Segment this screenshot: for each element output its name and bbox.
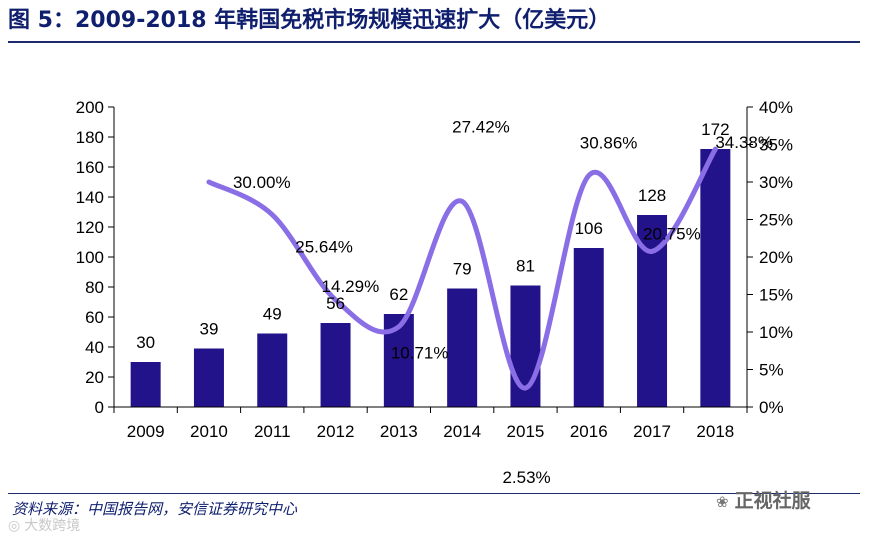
axis-x-tick-label: 2009: [127, 422, 165, 441]
axis-left-tick-label: 200: [76, 98, 104, 117]
bar-2010: [193, 348, 224, 407]
axis-left-tick-label: 80: [85, 278, 104, 297]
axis-x-tick-label: 2010: [190, 422, 228, 441]
bar-label-2014: 79: [453, 260, 472, 279]
watermark-left: ◎ 大数跨境: [8, 515, 80, 535]
axis-right-tick-label: 30%: [759, 173, 793, 192]
source-divider: [8, 493, 860, 494]
growth-label-2012: 14.29%: [322, 277, 380, 296]
growth-rate-line: [206, 146, 718, 391]
axis-right: 0% 5% 10% 15% 20% 25% 30% 35% 40%: [746, 98, 793, 417]
bar-2016: [573, 248, 604, 407]
growth-label-2018: 34.38%: [715, 133, 773, 152]
axis-x-tick-label: 2016: [570, 422, 608, 441]
growth-point-2011: [271, 214, 273, 216]
bar-label-2012: 56: [326, 294, 345, 313]
growth-point-2015: [524, 387, 526, 389]
bar-2009: [130, 362, 161, 407]
bar-2012: [320, 323, 351, 407]
growth-label-2010: 30.00%: [233, 173, 291, 192]
bar-label-2009: 30: [136, 333, 155, 352]
bar-label-2017: 128: [638, 186, 666, 205]
axis-left-tick-label: 140: [76, 188, 104, 207]
axis-x-tick-label: 2014: [443, 422, 481, 441]
bar-2011: [257, 333, 288, 407]
growth-label-2014: 27.42%: [452, 117, 510, 136]
axis-left-tick-label: 60: [85, 308, 104, 327]
axis-right-tick-label: 15%: [759, 286, 793, 305]
axis-left-tick-label: 100: [76, 248, 104, 267]
axis-right-tick-label: 20%: [759, 248, 793, 267]
axis-right-tick-label: 40%: [759, 98, 793, 117]
source-note: 资料来源：中国报告网，安信证券研究中心: [12, 500, 298, 518]
axis-right-tick-label: 10%: [759, 323, 793, 342]
figure-title: 图 5：2009-2018 年韩国免税市场规模迅速扩大（亿美元）: [8, 8, 611, 33]
growth-point-2012: [335, 299, 337, 301]
growth-label-2017: 20.75%: [643, 224, 701, 243]
bar-2018: [700, 149, 731, 407]
axis-x-tick-label: 2011: [254, 422, 291, 441]
bar-labels: 30 39 49 56 62 79 81 106 128 172: [136, 120, 729, 352]
axis-left: 0 20 40 60 80 100 120 140 160 180 200: [76, 98, 115, 417]
axis-x-tick-label: 2015: [507, 422, 545, 441]
growth-point-2017: [651, 250, 653, 252]
axis-x-tick-label: 2017: [633, 422, 671, 441]
axis-right-tick-label: 5%: [759, 361, 784, 380]
bar-label-2011: 49: [263, 305, 282, 324]
axis-x-tick-label: 2012: [317, 422, 355, 441]
bar-label-2013: 62: [389, 285, 408, 304]
watermark-right-text: 正视社服: [734, 490, 811, 512]
growth-label-2011: 25.64%: [295, 238, 353, 257]
watermark-logo-icon: ◎: [8, 518, 21, 534]
bar-2014: [447, 288, 478, 407]
x-axis: 2009 2010 2011 2012 2013 2014 2015 2016 2017 2018: [113, 406, 748, 441]
axis-left-tick-label: 120: [76, 218, 104, 237]
axis-left-tick-label: 160: [76, 158, 104, 177]
axis-x-tick-label: 2018: [696, 422, 734, 441]
axis-x-tick-label: 2013: [380, 422, 418, 441]
growth-label-2016: 30.86%: [580, 134, 638, 153]
axis-right-tick-label: 35%: [759, 136, 793, 155]
axis-right-tick-label: 25%: [759, 211, 793, 230]
bar-label-2010: 39: [199, 320, 218, 339]
growth-point-2014: [461, 200, 463, 202]
watermark-right: ❀ 正视社服: [716, 486, 811, 513]
bar-label-2018: 172: [701, 120, 729, 139]
growth-line-group: [206, 146, 718, 391]
line-labels: 30.00% 25.64% 14.29% 10.71% 27.42% 2.53% 30.86…: [233, 117, 773, 487]
title-divider: [8, 41, 860, 43]
growth-point-2013: [398, 326, 400, 328]
growth-label-2015: 2.53%: [502, 468, 550, 487]
axis-left-tick-label: 40: [85, 338, 104, 357]
axis-right-tick-label: 0%: [759, 398, 784, 417]
axis-left-tick-label: 20: [85, 368, 104, 387]
growth-point-2010: [208, 181, 210, 183]
watermark-left-text: 大数跨境: [24, 518, 81, 534]
growth-point-2016: [588, 175, 590, 177]
wechat-icon: ❀: [716, 493, 729, 511]
bar-label-2016: 106: [575, 219, 603, 238]
growth-label-2013: 10.71%: [391, 344, 449, 363]
growth-point-2018: [714, 148, 716, 150]
bars-group: [130, 149, 731, 407]
axis-left-tick-label: 180: [76, 128, 104, 147]
axis-left-tick-label: 0: [95, 398, 104, 417]
bar-label-2015: 81: [516, 257, 535, 276]
